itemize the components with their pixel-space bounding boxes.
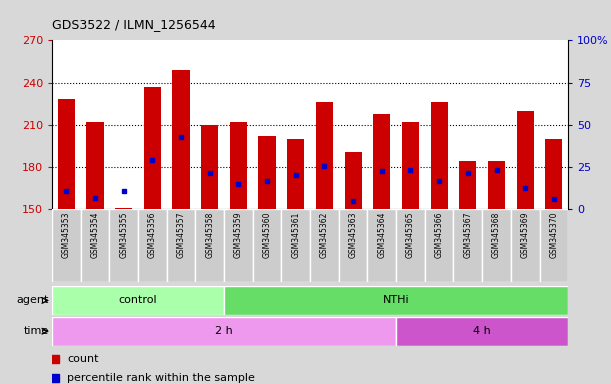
Text: agent: agent [16, 295, 49, 306]
Text: GSM345366: GSM345366 [434, 212, 444, 258]
FancyBboxPatch shape [425, 209, 453, 282]
Text: GSM345363: GSM345363 [349, 212, 357, 258]
Bar [57, 99, 75, 209]
FancyBboxPatch shape [167, 209, 196, 282]
Bar [488, 161, 505, 209]
FancyBboxPatch shape [224, 209, 253, 282]
Text: GDS3522 / ILMN_1256544: GDS3522 / ILMN_1256544 [52, 18, 216, 31]
Text: 4 h: 4 h [474, 326, 491, 336]
Bar [258, 136, 276, 209]
Bar [201, 125, 218, 209]
Text: GSM345360: GSM345360 [263, 212, 271, 258]
FancyBboxPatch shape [253, 209, 282, 282]
Text: GSM345353: GSM345353 [62, 212, 71, 258]
Bar [345, 152, 362, 209]
FancyBboxPatch shape [511, 209, 540, 282]
Bar [517, 111, 534, 209]
Text: GSM345361: GSM345361 [291, 212, 300, 258]
Text: GSM345359: GSM345359 [234, 212, 243, 258]
Bar [144, 87, 161, 209]
FancyBboxPatch shape [138, 209, 167, 282]
Text: NTHi: NTHi [383, 295, 409, 306]
Text: count: count [67, 354, 99, 364]
Bar [545, 139, 563, 209]
FancyBboxPatch shape [540, 209, 568, 282]
Bar [230, 122, 247, 209]
Bar [287, 139, 304, 209]
FancyBboxPatch shape [338, 209, 367, 282]
Bar [316, 102, 333, 209]
Bar [172, 70, 189, 209]
Bar [431, 102, 448, 209]
FancyBboxPatch shape [224, 286, 568, 315]
Text: time: time [24, 326, 49, 336]
Text: GSM345357: GSM345357 [177, 212, 186, 258]
Text: control: control [119, 295, 157, 306]
Bar [86, 122, 104, 209]
Text: GSM345358: GSM345358 [205, 212, 214, 258]
FancyBboxPatch shape [282, 209, 310, 282]
Text: GSM345370: GSM345370 [549, 212, 558, 258]
FancyBboxPatch shape [367, 209, 396, 282]
Text: GSM345355: GSM345355 [119, 212, 128, 258]
Text: GSM345354: GSM345354 [90, 212, 100, 258]
FancyBboxPatch shape [81, 209, 109, 282]
Text: GSM345364: GSM345364 [377, 212, 386, 258]
Text: GSM345368: GSM345368 [492, 212, 501, 258]
Bar [373, 114, 390, 209]
FancyBboxPatch shape [310, 209, 338, 282]
FancyBboxPatch shape [396, 209, 425, 282]
FancyBboxPatch shape [482, 209, 511, 282]
Bar [402, 122, 419, 209]
Text: GSM345367: GSM345367 [463, 212, 472, 258]
FancyBboxPatch shape [52, 286, 224, 315]
Text: GSM345356: GSM345356 [148, 212, 157, 258]
Bar [115, 208, 132, 209]
Text: percentile rank within the sample: percentile rank within the sample [67, 373, 255, 383]
Text: GSM345362: GSM345362 [320, 212, 329, 258]
FancyBboxPatch shape [196, 209, 224, 282]
FancyBboxPatch shape [396, 317, 568, 346]
Text: 2 h: 2 h [215, 326, 233, 336]
FancyBboxPatch shape [109, 209, 138, 282]
Bar [459, 161, 477, 209]
FancyBboxPatch shape [52, 317, 396, 346]
Text: GSM345365: GSM345365 [406, 212, 415, 258]
FancyBboxPatch shape [453, 209, 482, 282]
Text: GSM345369: GSM345369 [521, 212, 530, 258]
FancyBboxPatch shape [52, 209, 81, 282]
